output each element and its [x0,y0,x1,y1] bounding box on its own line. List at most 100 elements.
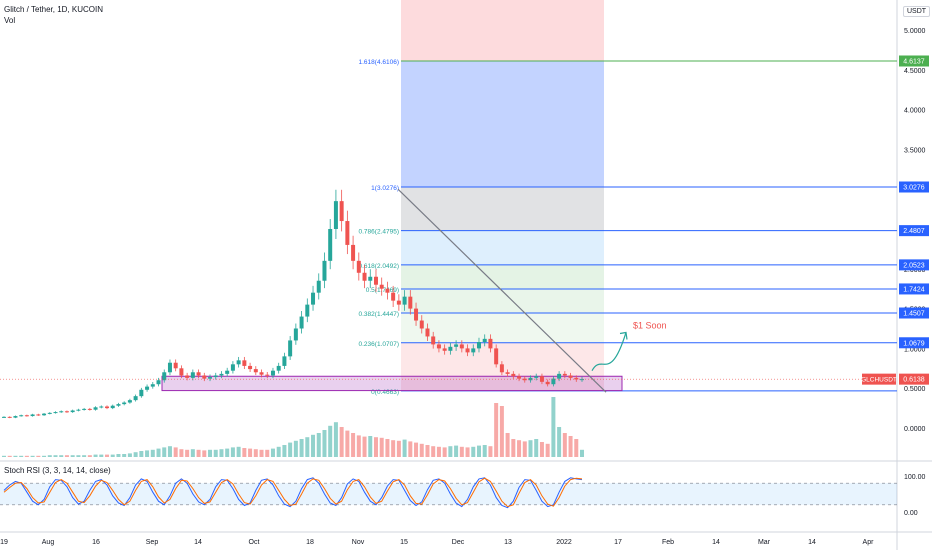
volume-bar [173,447,178,457]
candle [150,384,155,387]
volume-bar [402,439,407,457]
candle [545,381,550,385]
volume-bar [454,445,459,457]
volume-bar [36,455,41,457]
volume-bar [568,436,573,457]
candle [59,411,64,413]
candle [13,416,18,418]
candle [351,244,356,261]
fib-level-label: 1(3.0276) [371,185,399,192]
volume-bar [110,454,115,457]
volume-bar [362,436,367,457]
volume-bar [133,452,138,457]
candle [522,378,527,381]
candle [208,377,213,379]
candle [534,376,539,378]
candle [185,375,190,378]
fib-level-label: 0.618(2.0492) [359,263,399,270]
volume-bar [30,455,35,457]
volume-bar [93,454,98,457]
candle [568,375,573,378]
volume-bar [213,449,218,457]
volume-bar [2,455,6,457]
candle [311,292,316,305]
fib-level-label: 0.5(1.7469) [366,287,399,294]
x-tick-label: 14 [712,539,720,546]
candle [442,348,447,351]
volume-bar [139,451,144,457]
symbol-tag-bg [862,373,896,385]
fib-level-label: 0(0.4663) [371,389,399,396]
candle [30,414,35,417]
rsi-label: Stoch RSI (3, 3, 14, 14, close) [4,466,111,475]
y-tick-label: 4.5000 [904,68,926,75]
candle [482,338,487,343]
candle [2,416,6,418]
currency-button[interactable]: USDT [903,6,931,17]
candle [139,389,144,397]
candle [162,372,167,381]
candle [345,221,350,245]
annotation-text: $1 Soon [633,321,667,331]
volume-bar [47,455,52,457]
candle [356,260,361,273]
x-tick-label: Mar [758,539,771,546]
candle [116,404,121,406]
volume-bar [459,446,464,457]
volume-bar [248,448,253,457]
fib-axis-tag: 1.0679 [903,340,925,347]
candle [425,328,430,337]
volume-bar [557,427,562,457]
volume-bar [471,446,476,457]
volume-bar [442,447,447,457]
fib-level-label: 1.618(4.6106) [359,59,399,66]
fib-axis-tag: 1.4507 [903,311,925,318]
x-tick-label: Aug [42,539,55,546]
volume-bar [145,450,150,457]
x-tick-label: 18 [306,539,314,546]
volume-bar [196,449,201,457]
candle [64,411,69,413]
volume-bar [253,449,258,457]
volume-bar [534,439,539,457]
candle [42,413,47,416]
x-tick-label: 15 [400,539,408,546]
candle [379,284,384,289]
volume-bar [190,449,195,457]
candle [167,362,172,373]
x-tick-label: Nov [352,539,365,546]
volume-bar [465,447,470,457]
volume-bar [499,406,504,457]
volume-bar [425,445,430,457]
x-tick-label: 14 [194,539,202,546]
candle [259,372,264,375]
volume-bar [225,448,230,457]
candle [24,415,29,417]
volume-bar [351,433,356,457]
candle [454,344,459,347]
x-tick-label: Feb [662,539,674,546]
volume-bar [24,455,29,457]
candle [385,288,390,293]
candle [236,360,241,365]
candle [93,407,98,410]
candle [511,373,516,377]
candle [110,405,115,409]
x-tick-label: 19 [0,539,8,546]
volume-bar [408,441,413,457]
candle [219,373,224,376]
fib-axis-tag-bg [899,181,929,193]
candle [414,308,419,321]
candle [99,406,104,408]
candle [328,229,333,261]
candle [230,364,235,371]
candle [494,348,499,365]
volume-bar [242,448,247,457]
volume-bar [511,439,516,457]
candle [476,342,481,349]
candle [362,272,367,281]
candle [373,276,378,285]
candle [419,320,424,329]
